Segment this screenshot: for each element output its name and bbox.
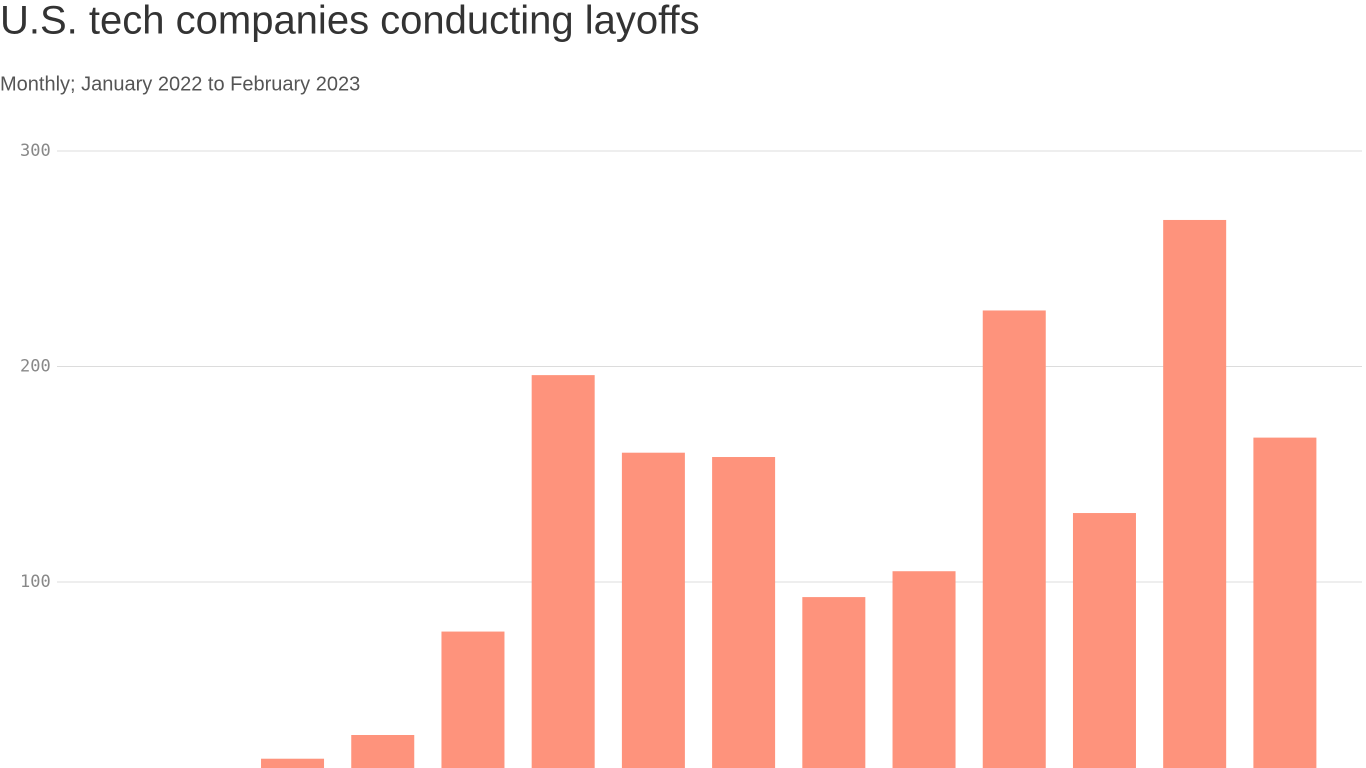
y-tick-label: 300 (20, 141, 51, 161)
y-tick-label: 200 (20, 357, 51, 377)
bar (1253, 437, 1317, 768)
y-tick-label: 100 (20, 572, 51, 592)
chart-subtitle: Monthly; January 2022 to February 2023 (0, 73, 360, 95)
bar (802, 597, 866, 768)
bar (621, 452, 685, 768)
bar (1072, 513, 1136, 768)
bar (261, 758, 325, 768)
bar (892, 571, 956, 768)
bar (982, 310, 1046, 768)
bar (1163, 219, 1227, 768)
bar (531, 375, 595, 768)
bar (351, 735, 415, 768)
chart-title: U.S. tech companies conducting layoffs (0, 0, 700, 43)
bar (712, 457, 776, 768)
bar (441, 631, 505, 768)
